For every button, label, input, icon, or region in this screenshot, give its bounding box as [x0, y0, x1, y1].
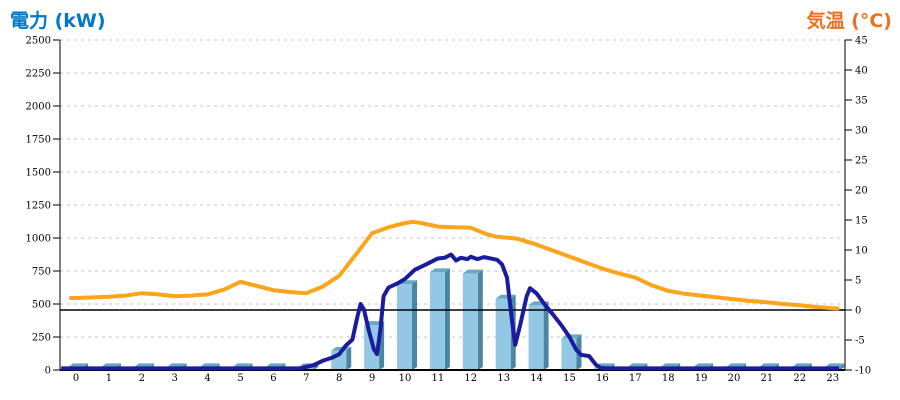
right-axis-tick-label: 20: [855, 186, 868, 197]
bar-side: [412, 280, 417, 370]
x-axis-tick-label: 9: [369, 373, 375, 384]
bar-top: [199, 363, 220, 368]
left-axis-tick-label: 2500: [26, 36, 51, 47]
left-axis-tick-label: 1750: [26, 135, 51, 146]
bar-side: [444, 268, 450, 370]
x-axis-tick-label: 1: [106, 373, 112, 384]
right-axis-tick-label: 15: [855, 216, 868, 227]
bar-top: [166, 363, 187, 368]
bar-top: [726, 363, 746, 368]
x-axis-tick-label: 15: [563, 373, 576, 384]
left-axis-tick-label: 1500: [26, 168, 51, 179]
x-axis-tick-label: 8: [336, 373, 342, 384]
x-axis-tick-label: 17: [629, 373, 642, 384]
x-axis-tick-label: 13: [497, 373, 510, 384]
x-axis-tick-label: 7: [303, 373, 309, 384]
bar-top: [462, 269, 483, 274]
x-axis-tick-label: 19: [695, 373, 708, 384]
right-axis-tick-label: 30: [855, 126, 868, 137]
bar-side: [543, 301, 549, 370]
bar-top: [265, 363, 286, 368]
temperature-line: [69, 219, 840, 311]
bar-top: [758, 363, 779, 368]
bar-top: [232, 363, 253, 368]
bar-side: [839, 363, 845, 370]
right-axis-tick-label: 35: [855, 96, 868, 107]
x-axis-tick-label: 5: [237, 373, 243, 384]
x-axis-tick-label: 2: [139, 373, 145, 384]
bar-top: [429, 268, 450, 273]
bar-top: [791, 363, 812, 368]
bar-side: [477, 269, 483, 370]
right-axis-tick-label: 5: [855, 276, 861, 287]
bar-hour-14: [528, 305, 544, 370]
right-axis-tick-label: 45: [855, 36, 868, 47]
bar-top: [68, 363, 88, 368]
left-axis-tick-label: 500: [32, 300, 51, 311]
x-axis-tick-label: 6: [270, 373, 276, 384]
x-axis-tick-label: 22: [793, 373, 806, 384]
power-line: [61, 252, 840, 371]
x-axis-tick-label: 21: [761, 373, 774, 384]
x-axis-tick-label: 23: [826, 373, 839, 384]
bar-top: [693, 363, 714, 368]
left-axis-tick-label: 750: [32, 267, 51, 278]
bar-top: [824, 363, 845, 368]
x-axis-tick-label: 16: [596, 373, 609, 384]
x-axis-tick-label: 4: [204, 373, 210, 384]
x-axis-tick-label: 18: [662, 373, 675, 384]
left-axis-tick-label: 0: [45, 366, 51, 377]
left-axis-tick-label: 250: [32, 333, 51, 344]
x-axis-tick-label: 3: [172, 373, 178, 384]
left-axis-tick-label: 1250: [26, 201, 51, 212]
x-axis-tick-label: 20: [728, 373, 741, 384]
left-axis-tick-label: 2250: [26, 69, 51, 80]
x-axis-tick-label: 12: [464, 373, 477, 384]
bar-top: [660, 363, 681, 368]
left-axis-tick-label: 1000: [26, 234, 51, 245]
x-axis-tick-label: 0: [73, 373, 79, 384]
bar-top: [133, 363, 154, 368]
bar-top: [100, 363, 121, 368]
right-axis-tick-label: 25: [855, 156, 868, 167]
bar-hour-11: [429, 272, 445, 370]
bar-hour-13: [495, 298, 511, 370]
x-axis-tick-label: 10: [399, 373, 412, 384]
bar-hour-10: [397, 284, 412, 370]
right-axis-tick-label: -5: [855, 336, 865, 347]
x-axis-tick-label: 11: [432, 373, 445, 384]
right-axis-tick-label: 10: [855, 246, 868, 257]
left-axis-title: 電力 (kW): [10, 10, 106, 32]
bar-hour-12: [462, 273, 478, 370]
x-axis-tick-label: 14: [530, 373, 543, 384]
right-axis-tick-label: 40: [855, 66, 868, 77]
right-axis-title: 気温 (°C): [806, 10, 892, 32]
right-axis-tick-label: -10: [855, 366, 871, 377]
left-axis-tick-label: 2000: [26, 102, 51, 113]
right-axis-tick-label: 0: [855, 306, 861, 317]
bar-top: [627, 363, 648, 368]
bar-side: [346, 346, 352, 370]
